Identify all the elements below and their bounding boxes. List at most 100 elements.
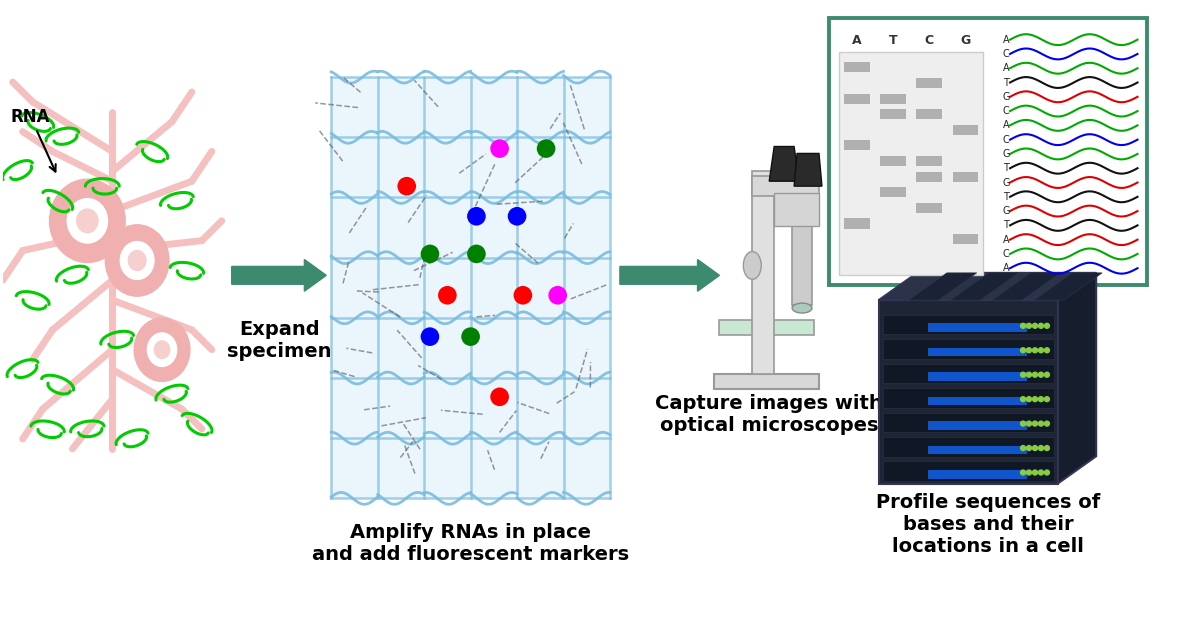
Circle shape [1020, 372, 1026, 377]
Polygon shape [794, 154, 822, 186]
Bar [929, 445, 1027, 454]
Ellipse shape [66, 198, 108, 244]
Text: G: G [1002, 92, 1010, 102]
Bar [883, 364, 1054, 383]
Bar [881, 109, 906, 119]
Circle shape [1038, 372, 1044, 377]
Circle shape [1032, 397, 1038, 402]
Text: Expand
specimen: Expand specimen [227, 320, 331, 361]
Text: Capture images with
optical microscopes: Capture images with optical microscopes [655, 394, 883, 435]
FancyArrow shape [232, 260, 326, 291]
Circle shape [1026, 445, 1032, 450]
Bar [917, 171, 942, 181]
Point [467, 211, 486, 221]
Polygon shape [950, 273, 1019, 300]
Ellipse shape [792, 303, 812, 313]
Ellipse shape [743, 251, 761, 279]
Circle shape [1044, 445, 1050, 450]
Circle shape [1038, 445, 1044, 450]
Text: G: G [1002, 206, 1010, 216]
FancyBboxPatch shape [829, 18, 1147, 285]
Ellipse shape [49, 179, 125, 263]
Bar [883, 339, 1054, 359]
Circle shape [1038, 421, 1044, 426]
Ellipse shape [154, 340, 170, 359]
Bar [883, 388, 1054, 408]
Circle shape [1044, 323, 1050, 328]
Circle shape [1032, 348, 1038, 353]
Bar [881, 156, 906, 166]
Bar [845, 140, 870, 151]
Circle shape [1032, 445, 1038, 450]
Text: G: G [1002, 178, 1010, 188]
Circle shape [1038, 323, 1044, 328]
Bar [917, 203, 942, 213]
Text: A: A [852, 35, 862, 47]
Bar [929, 323, 1027, 332]
Polygon shape [720, 320, 814, 335]
Ellipse shape [146, 332, 178, 367]
Polygon shape [752, 176, 818, 196]
Text: G: G [960, 35, 971, 47]
Text: T: T [1003, 192, 1009, 202]
Point [461, 331, 480, 341]
FancyArrow shape [620, 260, 720, 291]
Circle shape [1026, 348, 1032, 353]
Bar [331, 77, 610, 498]
Polygon shape [714, 374, 818, 389]
Point [438, 290, 457, 301]
Bar [881, 94, 906, 103]
Polygon shape [774, 193, 818, 226]
Text: C: C [1003, 106, 1009, 116]
Bar [953, 125, 978, 135]
Bar [845, 94, 870, 103]
Ellipse shape [120, 241, 155, 280]
Circle shape [1044, 372, 1050, 377]
Bar [839, 52, 983, 275]
Point [490, 392, 509, 402]
Text: C: C [1003, 49, 1009, 59]
Circle shape [1044, 421, 1050, 426]
Circle shape [1020, 421, 1026, 426]
Point [420, 331, 439, 341]
Text: C: C [1003, 135, 1009, 145]
Circle shape [1020, 397, 1026, 402]
Polygon shape [878, 273, 1096, 300]
Text: A: A [1003, 234, 1009, 244]
Bar [883, 437, 1054, 457]
Circle shape [1020, 470, 1026, 475]
Point [397, 181, 416, 192]
Bar [953, 234, 978, 244]
Polygon shape [752, 171, 774, 374]
Bar [929, 372, 1027, 381]
Bar [883, 462, 1054, 481]
Circle shape [1020, 323, 1026, 328]
Polygon shape [1034, 273, 1102, 300]
Circle shape [1038, 470, 1044, 475]
Bar [917, 109, 942, 119]
Ellipse shape [127, 249, 146, 271]
Polygon shape [1058, 273, 1096, 483]
Polygon shape [792, 226, 812, 305]
Bar [883, 315, 1054, 335]
Circle shape [1044, 397, 1050, 402]
Circle shape [1032, 421, 1038, 426]
Polygon shape [769, 147, 799, 181]
Circle shape [1038, 397, 1044, 402]
Point [514, 290, 533, 301]
Text: Profile sequences of
bases and their
locations in a cell: Profile sequences of bases and their loc… [876, 493, 1100, 556]
Text: T: T [1003, 220, 1009, 231]
Circle shape [1026, 323, 1032, 328]
Bar [881, 187, 906, 197]
Bar [929, 421, 1027, 430]
Ellipse shape [76, 209, 98, 233]
Polygon shape [878, 300, 1058, 483]
Bar [929, 470, 1027, 479]
Text: A: A [1003, 263, 1009, 273]
Text: A: A [1003, 63, 1009, 73]
Circle shape [1032, 372, 1038, 377]
Point [548, 290, 568, 301]
Circle shape [1026, 470, 1032, 475]
Circle shape [1020, 445, 1026, 450]
Bar [845, 219, 870, 229]
